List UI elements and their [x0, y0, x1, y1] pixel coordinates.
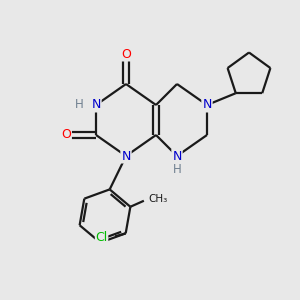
Text: N: N: [202, 98, 212, 112]
Text: N: N: [91, 98, 101, 112]
Text: H: H: [75, 98, 84, 112]
Text: O: O: [121, 47, 131, 61]
Text: O: O: [61, 128, 71, 142]
Text: N: N: [172, 149, 182, 163]
Text: H: H: [172, 163, 182, 176]
Text: CH₃: CH₃: [148, 194, 168, 204]
Text: N: N: [121, 149, 131, 163]
Text: Cl: Cl: [95, 231, 108, 244]
